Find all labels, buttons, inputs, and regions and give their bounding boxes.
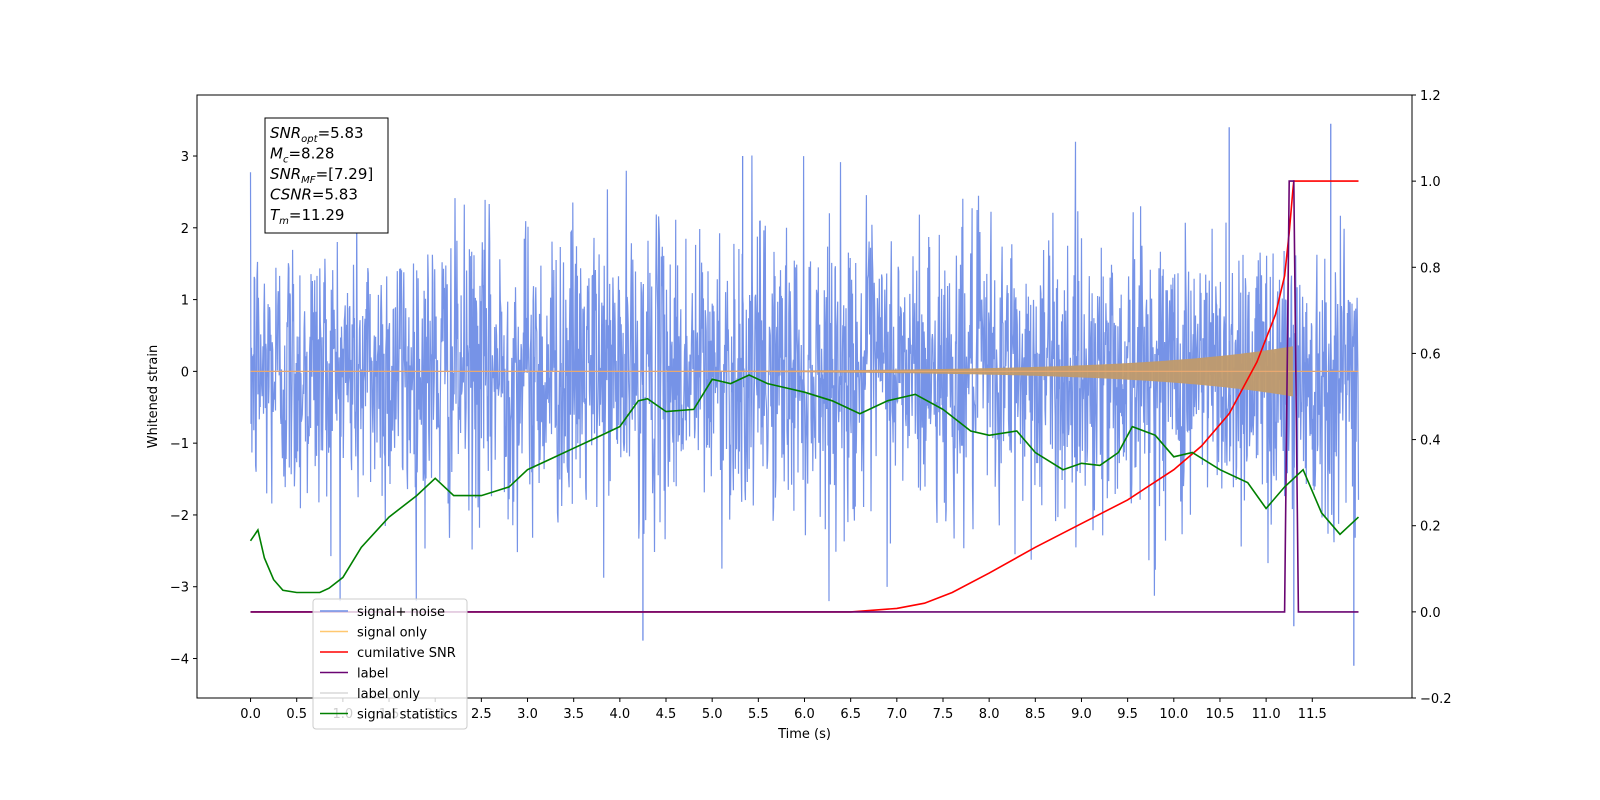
x-tick-label: 0.5 — [286, 707, 307, 722]
info-subscript: opt — [301, 134, 318, 145]
x-axis-label: Time (s) — [777, 727, 831, 742]
x-tick-label: 10.5 — [1205, 707, 1234, 722]
signal-statistics-line — [249, 374, 1360, 594]
info-subscript: c — [283, 155, 289, 166]
legend-label: label only — [357, 687, 420, 702]
info-line: SNRMF=[7.29] — [270, 165, 373, 186]
info-line: Mc=8.28 — [270, 145, 334, 166]
signal-only-series — [250, 346, 1359, 397]
x-tick-label: 6.5 — [840, 707, 861, 722]
y-tick-label: 2 — [181, 222, 189, 237]
info-symbol: SNR — [270, 124, 301, 142]
y2-tick-label: 0.0 — [1420, 606, 1441, 621]
info-line: Tm=11.29 — [270, 206, 344, 227]
x-tick-label: 3.5 — [563, 707, 584, 722]
info-value: =11.29 — [289, 206, 345, 224]
legend-label: signal+ noise — [357, 605, 445, 620]
info-line: CSNR=5.83 — [270, 186, 358, 204]
x-tick-label: 6.0 — [794, 707, 815, 722]
info-symbol: CSNR — [270, 186, 312, 204]
info-value: =5.83 — [312, 186, 358, 204]
right-axis-series — [249, 180, 1360, 613]
signal-noise-series — [249, 123, 1360, 666]
x-tick-label: 11.5 — [1298, 707, 1327, 722]
info-box-frame — [264, 117, 389, 234]
x-tick-label: 10.0 — [1159, 707, 1188, 722]
y-tick-label: 1 — [181, 294, 189, 309]
legend-label: label — [357, 667, 388, 682]
x-tick-label: 9.5 — [1117, 707, 1138, 722]
y-tick-label: 0 — [181, 365, 189, 380]
y2-tick-label: 0.8 — [1420, 261, 1441, 276]
x-tick-label: 7.5 — [933, 707, 954, 722]
x-tick-label: 0.0 — [240, 707, 261, 722]
x-tick-label: 2.5 — [471, 707, 492, 722]
x-tick-label: 8.5 — [1025, 707, 1046, 722]
y-tick-label: −2 — [170, 509, 189, 524]
info-value: =8.28 — [288, 145, 334, 163]
legend: signal+ noise signal only cumilative SNR la… — [312, 598, 468, 730]
legend-label: cumilative SNR — [357, 646, 456, 661]
info-line: SNRopt=5.83 — [270, 124, 364, 145]
info-value: =[7.29] — [316, 165, 374, 183]
x-tick-label: 3.0 — [517, 707, 538, 722]
legend-label: signal statistics — [357, 708, 458, 723]
legend-label: signal only — [357, 626, 427, 641]
signal-noise-line — [249, 141, 1360, 602]
y2-tick-label: 1.0 — [1420, 175, 1441, 190]
info-symbol: M — [270, 145, 283, 163]
x-tick-label: 4.0 — [610, 707, 631, 722]
info-subscript: MF — [301, 175, 316, 186]
x-tick-label: 7.0 — [886, 707, 907, 722]
y-axis-left: −4 −3 −2 −1 0 1 2 3 — [170, 150, 197, 668]
x-tick-label: 4.5 — [656, 707, 677, 722]
x-tick-label: 8.0 — [979, 707, 1000, 722]
y-axis-right: −0.2 0.0 0.2 0.4 0.6 0.8 1.0 1.2 — [1412, 89, 1452, 707]
y2-tick-label: 0.2 — [1420, 520, 1441, 535]
x-tick-label: 5.0 — [702, 707, 723, 722]
info-symbol: T — [270, 206, 281, 224]
y2-tick-label: 1.2 — [1420, 89, 1441, 104]
y2-tick-label: 0.4 — [1420, 434, 1441, 449]
info-value: =5.83 — [318, 124, 364, 142]
y2-tick-label: 0.6 — [1420, 347, 1441, 362]
info-box: SNRopt=5.83Mc=8.28SNRMF=[7.29]CSNR=5.83T… — [264, 117, 389, 234]
info-subscript: m — [279, 216, 289, 227]
y2-tick-label: −0.2 — [1420, 692, 1452, 707]
x-tick-label: 9.0 — [1071, 707, 1092, 722]
x-tick-label: 5.5 — [748, 707, 769, 722]
y-axis-label: Whitened strain — [146, 345, 161, 448]
info-symbol: SNR — [270, 165, 301, 183]
y-tick-label: −3 — [170, 581, 189, 596]
x-tick-label: 11.0 — [1252, 707, 1281, 722]
label-line — [250, 180, 1359, 613]
y-tick-label: −4 — [170, 653, 189, 668]
y-tick-label: −1 — [170, 437, 189, 452]
y-tick-label: 3 — [181, 150, 189, 165]
legend-frame — [312, 598, 468, 730]
